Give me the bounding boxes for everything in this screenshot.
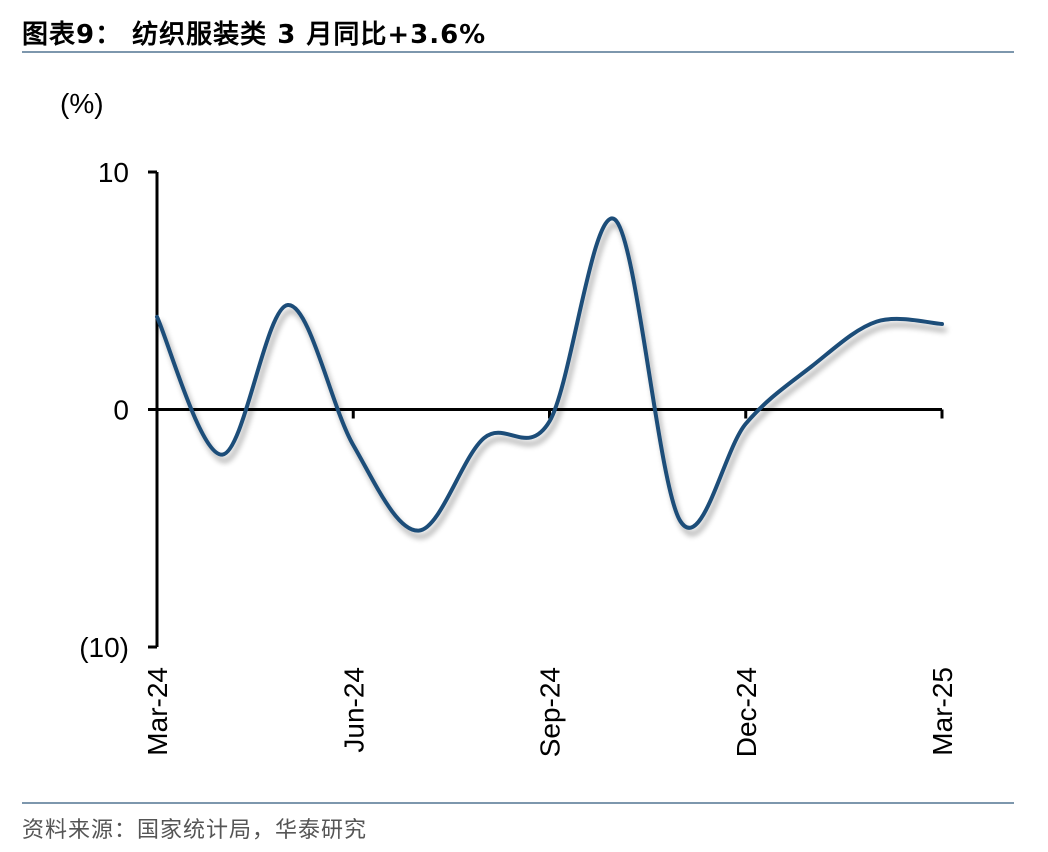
footer-divider	[22, 802, 1014, 804]
y-tick-label: 10	[98, 157, 129, 188]
x-tick-label: Jun-24	[338, 667, 369, 753]
x-tick-label: Dec-24	[731, 667, 762, 757]
y-unit-label: (%)	[60, 88, 104, 119]
y-tick-label: (10)	[79, 632, 129, 663]
chart-title: 图表9： 纺织服装类 3 月同比+3.6%	[22, 20, 487, 50]
source-note: 资料来源：国家统计局，华泰研究	[22, 818, 368, 843]
x-tick-label: Mar-25	[927, 667, 958, 756]
title-divider	[22, 51, 1014, 53]
series-line	[155, 216, 944, 533]
x-tick-label: Sep-24	[535, 667, 566, 757]
y-tick-label: 0	[113, 395, 129, 426]
x-tick-label: Mar-24	[142, 667, 173, 756]
